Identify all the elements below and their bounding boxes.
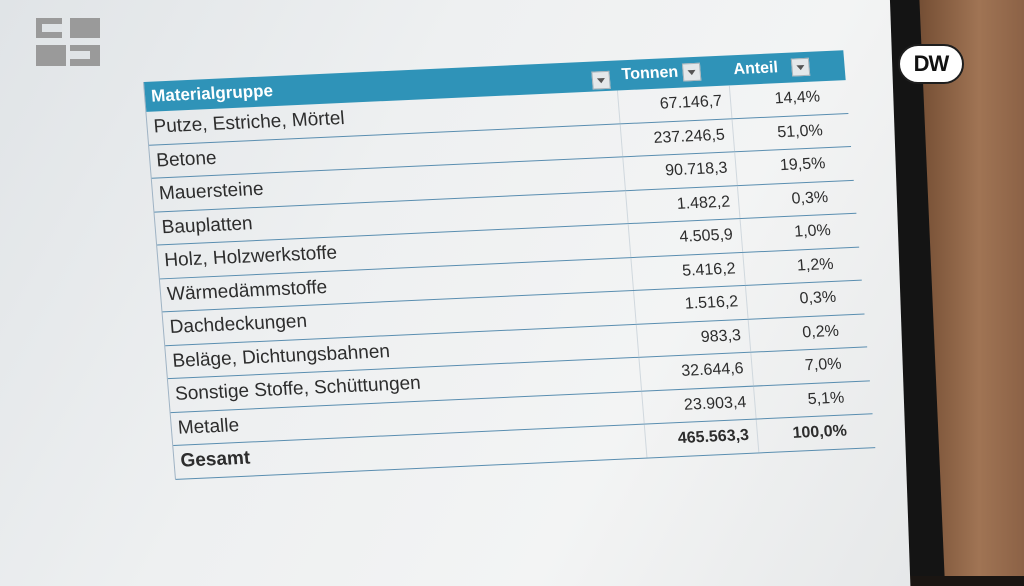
cell-tons[interactable]: 4.505,9 <box>627 219 743 257</box>
column-header-label: Materialgruppe <box>150 81 274 106</box>
filter-dropdown-icon[interactable] <box>591 70 611 90</box>
filter-dropdown-icon[interactable] <box>681 62 702 82</box>
cell-share[interactable]: 0,3% <box>736 181 840 219</box>
cell-share[interactable]: 1,2% <box>742 247 845 285</box>
cell-share[interactable]: 5,1% <box>753 381 856 419</box>
cell-tons[interactable]: 983,3 <box>635 319 751 357</box>
cell-tons[interactable]: 5.416,2 <box>630 252 745 290</box>
cell-tons[interactable]: 237.246,5 <box>619 118 735 157</box>
dw-logo: DW <box>898 44 964 84</box>
cell-share[interactable]: 51,0% <box>731 114 834 152</box>
cell-tons[interactable]: 1.482,2 <box>624 185 740 224</box>
cell-share[interactable]: 7,0% <box>750 348 853 386</box>
cell-tons[interactable]: 67.146,7 <box>616 85 732 123</box>
cell-tons[interactable]: 90.718,3 <box>622 152 737 190</box>
cell-share[interactable]: 14,4% <box>728 80 832 118</box>
material-table: Materialgruppe Tonnen Anteil Putze, Estr… <box>143 50 876 480</box>
column-header-label: Tonnen <box>620 63 679 84</box>
cell-tons[interactable]: 1.516,2 <box>633 285 748 324</box>
cell-tons[interactable]: 32.644,6 <box>638 352 753 391</box>
cell-share[interactable]: 0,2% <box>747 314 851 352</box>
cell-tons[interactable]: 23.903,4 <box>641 386 756 424</box>
filter-dropdown-icon[interactable] <box>790 57 811 77</box>
tv-channel-logo-icon <box>36 18 100 66</box>
column-header-anteil[interactable]: Anteil <box>726 51 828 85</box>
cell-share[interactable]: 19,5% <box>734 147 837 185</box>
cell-share[interactable]: 1,0% <box>739 214 843 252</box>
cell-share-total[interactable]: 100,0% <box>755 415 859 452</box>
cell-share[interactable]: 0,3% <box>744 281 848 319</box>
column-header-label: Anteil <box>732 59 779 79</box>
cell-tons-total[interactable]: 465.563,3 <box>643 419 759 458</box>
